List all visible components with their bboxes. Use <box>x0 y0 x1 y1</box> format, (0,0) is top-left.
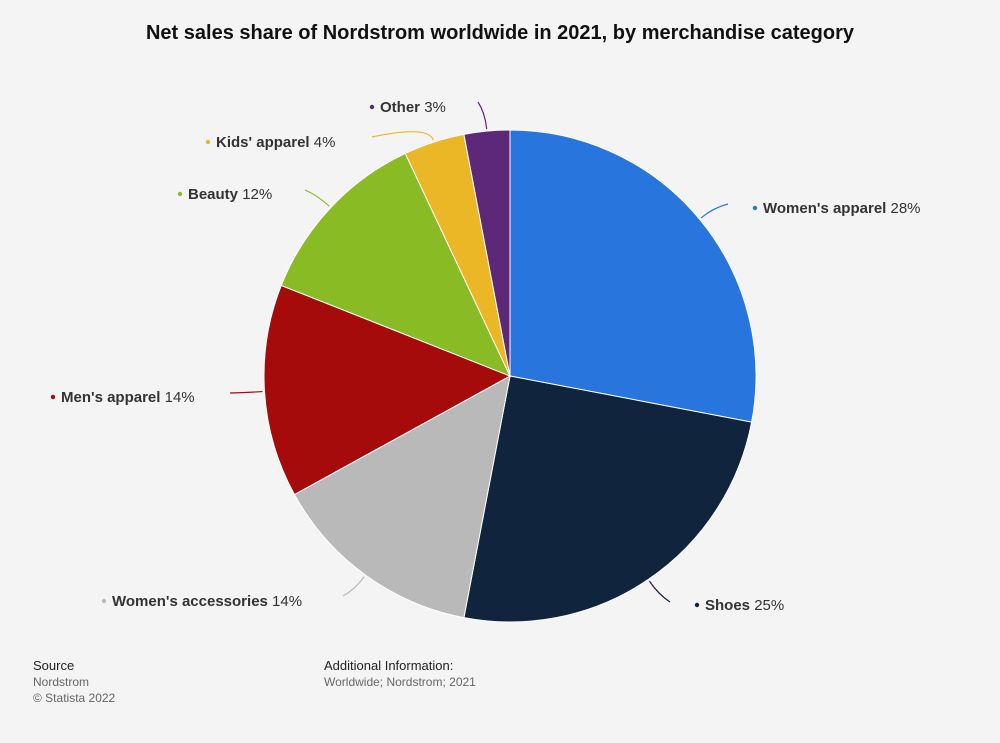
pie-slice-shoes[interactable] <box>463 375 753 623</box>
label-dot-men-s-apparel <box>50 394 56 400</box>
additional-info-block: Additional Information: Worldwide; Nords… <box>324 658 476 690</box>
additional-info-heading: Additional Information: <box>324 658 454 673</box>
pie-slice-men-s-apparel[interactable] <box>263 284 512 496</box>
label-dot-shoes <box>694 602 700 608</box>
slice-labels: Women's apparel 28% Shoes 25% Women's acce… <box>50 99 921 614</box>
label-dot-beauty <box>177 191 183 197</box>
source-name[interactable]: Nordstrom <box>33 675 90 689</box>
data-label-shoes: Shoes 25% <box>705 597 784 614</box>
data-label-other: Other 3% <box>380 99 446 116</box>
data-label-women-s-apparel: Women's apparel 28% <box>763 200 921 217</box>
data-label-beauty: Beauty 12% <box>188 186 272 203</box>
data-label-kids-apparel: Kids' apparel 4% <box>216 134 335 151</box>
source-block: Source Nordstrom © Statista 2022 <box>33 658 115 706</box>
leader-line-women-s-apparel <box>700 203 729 219</box>
pie-slice-other[interactable] <box>463 129 511 377</box>
leader-line-kids-apparel <box>371 131 434 141</box>
chart-title: Net sales share of Nordstrom worldwide i… <box>145 22 855 44</box>
label-dot-other <box>369 104 375 110</box>
leader-lines <box>229 101 729 603</box>
leader-line-shoes <box>648 580 671 603</box>
pie-slices <box>263 129 757 623</box>
label-dot-women-s-apparel <box>752 205 758 211</box>
pie-slice-beauty[interactable] <box>280 152 511 377</box>
additional-info-text: Worldwide; Nordstrom; 2021 <box>324 675 476 689</box>
data-label-men-s-apparel: Men's apparel 14% <box>61 389 195 406</box>
label-dot-kids-apparel <box>205 139 211 145</box>
data-label-women-s-accessories: Women's accessories 14% <box>112 593 302 610</box>
leader-line-women-s-accessories <box>342 576 365 597</box>
leader-line-men-s-apparel <box>229 390 263 394</box>
pie-slice-women-s-accessories[interactable] <box>293 375 511 619</box>
copyright[interactable]: © Statista 2022 <box>33 691 116 705</box>
pie-slice-women-s-apparel[interactable] <box>509 129 757 423</box>
leader-line-other <box>477 101 488 130</box>
leader-line-beauty <box>304 189 330 207</box>
source-heading: Source <box>33 658 75 673</box>
label-dot-women-s-accessories <box>101 598 107 604</box>
